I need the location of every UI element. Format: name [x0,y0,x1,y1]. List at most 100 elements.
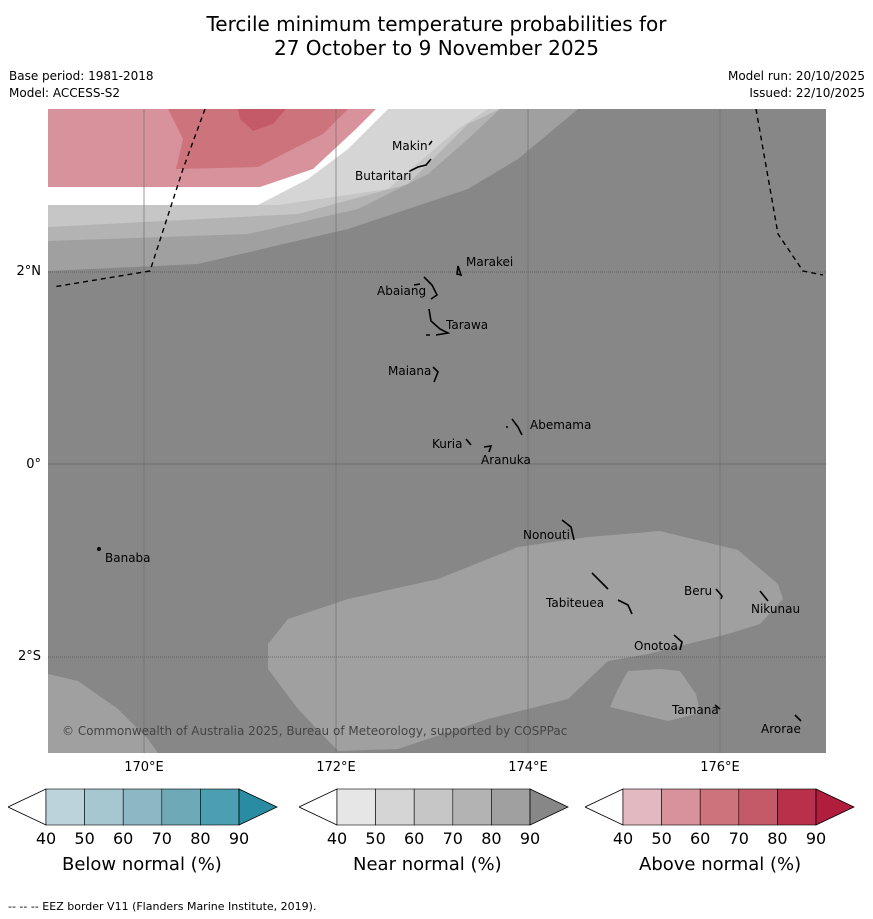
lon-label-174e: 174°E [508,760,548,775]
island-nonouti [561,519,575,541]
colorbar-segment [200,788,240,826]
label-tabiteuea: Tabiteuea [545,596,604,610]
island-beru [715,588,723,600]
colorbar-tick: 40 [612,829,634,848]
colorbar-extend-low [585,788,624,826]
label-nikunau: Nikunau [751,602,800,616]
island-butaritari [409,158,432,172]
island-tarawa [426,308,451,336]
near-normal-region [610,669,700,721]
lat-label-0: 0° [26,457,41,472]
label-butaritari: Butaritari [355,169,412,183]
colorbar-title: Above normal (%) [639,854,802,875]
colorbar-extend-high [815,788,855,826]
colorbar-extend-high [238,788,278,826]
label-marakei: Marakei [466,255,513,269]
colorbar-extend-low [299,788,338,826]
island-nikunau [759,590,769,602]
colorbar-title: Below normal (%) [62,854,222,875]
label-beru: Beru [684,584,712,598]
colorbar-tick: 90 [228,829,250,848]
map-canvas: Makin Butaritari Marakei Abaiang Tarawa … [48,109,826,753]
colorbar-segment [413,788,454,826]
islands [96,140,802,722]
label-tamana: Tamana [671,703,719,717]
near-normal-region [268,531,783,751]
place-labels: Makin Butaritari Marakei Abaiang Tarawa … [105,139,801,736]
meta-left: Base period: 1981-2018 Model: ACCESS-S2 [9,68,154,102]
colorbar-1 [8,788,278,826]
colorbar-tick: 70 [151,829,172,848]
colorbar-tick: 80 [190,829,211,848]
forecast-map: Makin Butaritari Marakei Abaiang Tarawa … [48,109,826,753]
colorbar-segment [491,788,531,826]
colorbar-tick: 40 [35,829,57,848]
title-line-1: Tercile minimum temperature probabilitie… [206,12,667,36]
island-abaiang [413,276,439,300]
colorbar-tick: 50 [651,829,672,848]
above-normal-region [238,109,286,131]
label-abemama: Abemama [530,418,591,432]
lat-label-2n: 2°N [16,264,42,279]
colorbar-tick: 50 [74,829,95,848]
graticule [48,109,826,753]
label-tarawa: Tarawa [445,318,488,332]
meta-right: Model run: 20/10/2025 Issued: 22/10/2025 [728,68,865,102]
colorbar-tick: 50 [365,829,386,848]
colorbar-title: Near normal (%) [353,854,502,875]
colorbar-tick: 60 [113,829,134,848]
colorbar-segment [336,788,376,826]
colorbar-tick: 40 [326,829,348,848]
colorbar-tick: 80 [481,829,502,848]
base-period: Base period: 1981-2018 [9,69,154,83]
colorbar-tick: 60 [404,829,425,848]
colorbar-segment [622,788,662,826]
colorbar-segment [45,788,85,826]
colorbar-extend-low [8,788,47,826]
lon-label-170e: 170°E [124,760,164,775]
island-marakei [456,265,463,277]
eez-border-west [52,109,206,288]
island-makin [428,140,433,146]
label-nonouti: Nonouti [523,528,570,542]
colorbar-segment [738,788,778,826]
label-aranuka: Aranuka [481,453,531,467]
title-line-2: 27 October to 9 November 2025 [273,36,600,60]
island-kuria [465,438,472,446]
colorbar-extend-high [529,788,569,826]
colorbar-2 [299,788,569,826]
label-onotoa: Onotoa [634,639,678,653]
eez-border [52,109,824,288]
colorbar-segment [661,788,701,826]
colorbar-tick: 80 [767,829,788,848]
colorbar-tick: 70 [442,829,463,848]
colorbar-tick: 60 [690,829,711,848]
copyright-notice: © Commonwealth of Australia 2025, Bureau… [62,724,568,738]
near-normal-region [48,674,158,753]
colorbar-segment [122,788,163,826]
island-arorae [794,714,802,722]
colorbar-3 [585,788,855,826]
colorbar-segment [375,788,415,826]
lon-label-172e: 172°E [316,760,356,775]
island-banaba [96,546,101,551]
colorbar-tick: 90 [805,829,827,848]
label-banaba: Banaba [105,551,151,565]
above-normal-region [168,109,348,169]
colorbar-segment [777,788,817,826]
issued-date: Issued: 22/10/2025 [749,86,865,100]
lat-label-2s: 2°S [17,649,41,664]
colorbar-segment [699,788,740,826]
label-abaiang: Abaiang [377,284,426,298]
label-makin: Makin [392,139,428,153]
island-tabiteuea [591,572,633,615]
model-name: Model: ACCESS-S2 [9,86,121,100]
label-arorae: Arorae [761,722,801,736]
colorbar-segment [452,788,492,826]
lon-label-176e: 176°E [700,760,740,775]
eez-footnote: -- -- -- EEZ border V11 (Flanders Marine… [8,900,317,913]
chart-title: Tercile minimum temperature probabilitie… [0,12,873,60]
label-maiana: Maiana [388,364,431,378]
label-kuria: Kuria [432,437,463,451]
colorbar-tick: 90 [519,829,541,848]
